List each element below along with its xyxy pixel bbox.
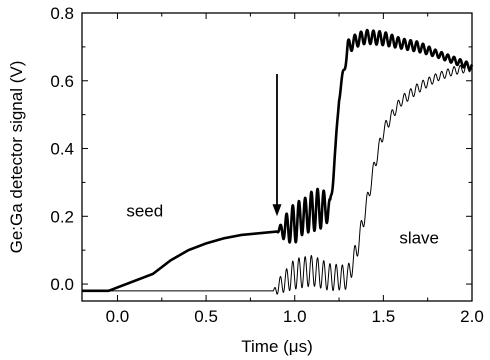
plot-frame (81, 12, 473, 302)
y-axis-title: Ge:Ga detector signal (V) (7, 61, 26, 254)
annotations: seed slave (126, 73, 439, 247)
y-tick-label: 0.4 (50, 140, 74, 159)
annotation-seed: seed (126, 201, 163, 220)
y-tick-label: 0.6 (50, 72, 74, 91)
y-tick-label: 0.8 (50, 4, 74, 23)
series-group (80, 28, 474, 295)
axis-ticks (82, 12, 473, 301)
x-tick-label: 0.5 (194, 307, 218, 326)
annotation-slave: slave (399, 228, 439, 247)
x-tick-label: 0.0 (106, 307, 130, 326)
tick-labels: 0.0 0.5 1.0 1.5 2.0 0.0 0.2 0.4 0.6 0.8 (50, 4, 483, 326)
x-tick-label: 1.5 (372, 307, 396, 326)
x-tick-label: 2.0 (460, 307, 484, 326)
plot-border (81, 12, 473, 302)
x-axis-title: Time (μs) (241, 337, 313, 356)
y-tick-label: 0.2 (50, 207, 74, 226)
arrow-head (272, 204, 282, 217)
y-tick-label: 0.0 (50, 275, 74, 294)
x-tick-label: 1.0 (283, 307, 307, 326)
series-line-seed (80, 28, 474, 293)
series-line-slave (81, 63, 473, 295)
